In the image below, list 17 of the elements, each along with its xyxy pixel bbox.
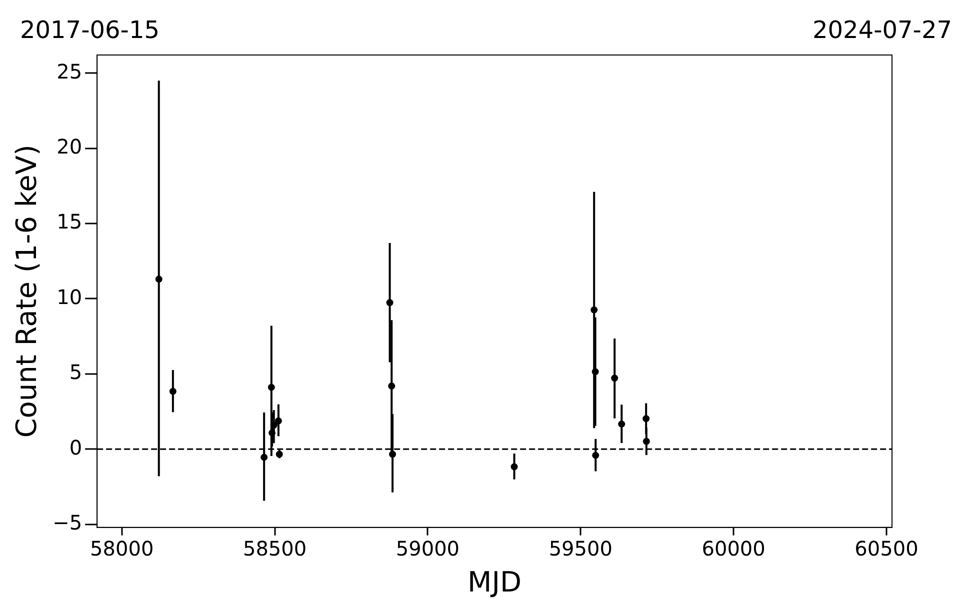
x-tick-label: 59000 (396, 536, 460, 561)
y-tick-label: 20 (56, 134, 82, 158)
x-tick-label: 59500 (548, 536, 612, 561)
x-axis-title: MJD (468, 565, 522, 598)
y-tick-label: 10 (56, 284, 82, 309)
y-tick-label: 25 (56, 59, 82, 84)
y-tick-label: −5 (52, 510, 82, 535)
y-axis-title: Count Rate (1-6 keV) (10, 144, 44, 438)
x-tick-label: 60500 (854, 536, 918, 561)
y-tick-label: 0 (69, 435, 82, 460)
text: 2024-07-27 (812, 16, 952, 44)
x-tick-label: 58500 (242, 536, 307, 561)
x-tick-label: 58000 (90, 536, 154, 561)
x-tick-label: 60000 (702, 536, 766, 561)
text: 2017-06-15 (20, 16, 160, 44)
y-tick-label: 5 (69, 360, 82, 384)
y-tick-label: 15 (56, 210, 82, 234)
